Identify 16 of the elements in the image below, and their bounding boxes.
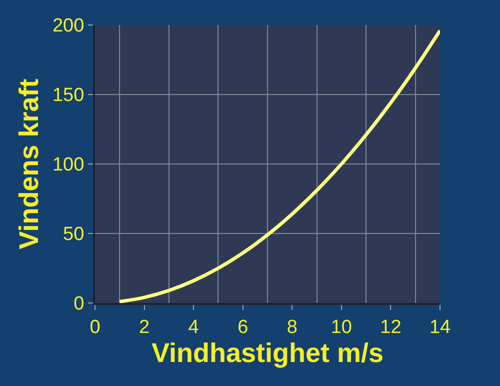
y-tick-label: 50 bbox=[63, 224, 84, 246]
line-series bbox=[118, 28, 440, 303]
y-tick-label: 150 bbox=[52, 85, 84, 106]
y-axis-title: Vindens kraft bbox=[14, 78, 44, 250]
y-tick-label: 200 bbox=[52, 16, 84, 37]
x-tick-label: 2 bbox=[139, 316, 150, 338]
y-tick-label: 100 bbox=[52, 154, 84, 176]
x-axis-title: Vindhastighet m/s bbox=[151, 338, 384, 368]
x-tick-label: 6 bbox=[238, 316, 248, 338]
y-tick-label: 0 bbox=[74, 294, 84, 315]
x-tick-label: 4 bbox=[188, 316, 200, 338]
x-tick-label: 0 bbox=[90, 316, 100, 338]
x-tick-label: 10 bbox=[330, 316, 352, 338]
x-tick-label: 12 bbox=[380, 316, 402, 338]
x-tick-label: 14 bbox=[429, 316, 451, 338]
x-tick-label: 8 bbox=[286, 316, 298, 338]
